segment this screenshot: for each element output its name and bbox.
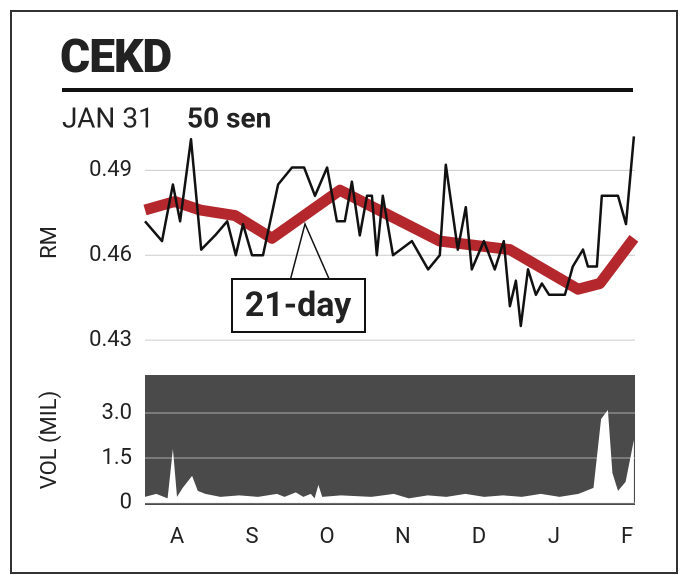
x-tick-label: F [621, 524, 633, 549]
series-line [144, 136, 636, 328]
y-tick-label: 1.5 [101, 445, 132, 470]
annotation-pointer [289, 221, 331, 282]
plot-background [145, 375, 635, 505]
annotation-box [231, 278, 366, 333]
y-axis-label: RM [37, 226, 62, 259]
x-tick-label: D [472, 524, 486, 549]
date: JAN 31 [62, 101, 154, 134]
x-tick-label: O [319, 524, 334, 549]
x-tick-label: S [246, 524, 259, 549]
x-tick-label: N [395, 524, 411, 549]
y-tick-label: 0.43 [89, 327, 132, 352]
y-tick-label: 3.0 [101, 400, 132, 425]
y-tick-label: 0.49 [89, 157, 132, 182]
y-tick-label: 0.46 [89, 242, 132, 267]
y-axis-label: VOL (MIL) [37, 391, 62, 490]
price: 50 sen [187, 101, 271, 134]
volume-area [145, 410, 634, 503]
annotation: 21-day [245, 285, 352, 325]
y-tick-label: 0 [120, 490, 132, 515]
x-tick-label: A [170, 524, 185, 549]
series-line [143, 184, 639, 295]
x-tick-label: J [548, 524, 560, 549]
plots: RM 0.43 0.46 0.49 21-day VOL (MIL) 0 1.5 3.0 A S O N… [37, 136, 639, 549]
title: CEKD [60, 30, 171, 84]
